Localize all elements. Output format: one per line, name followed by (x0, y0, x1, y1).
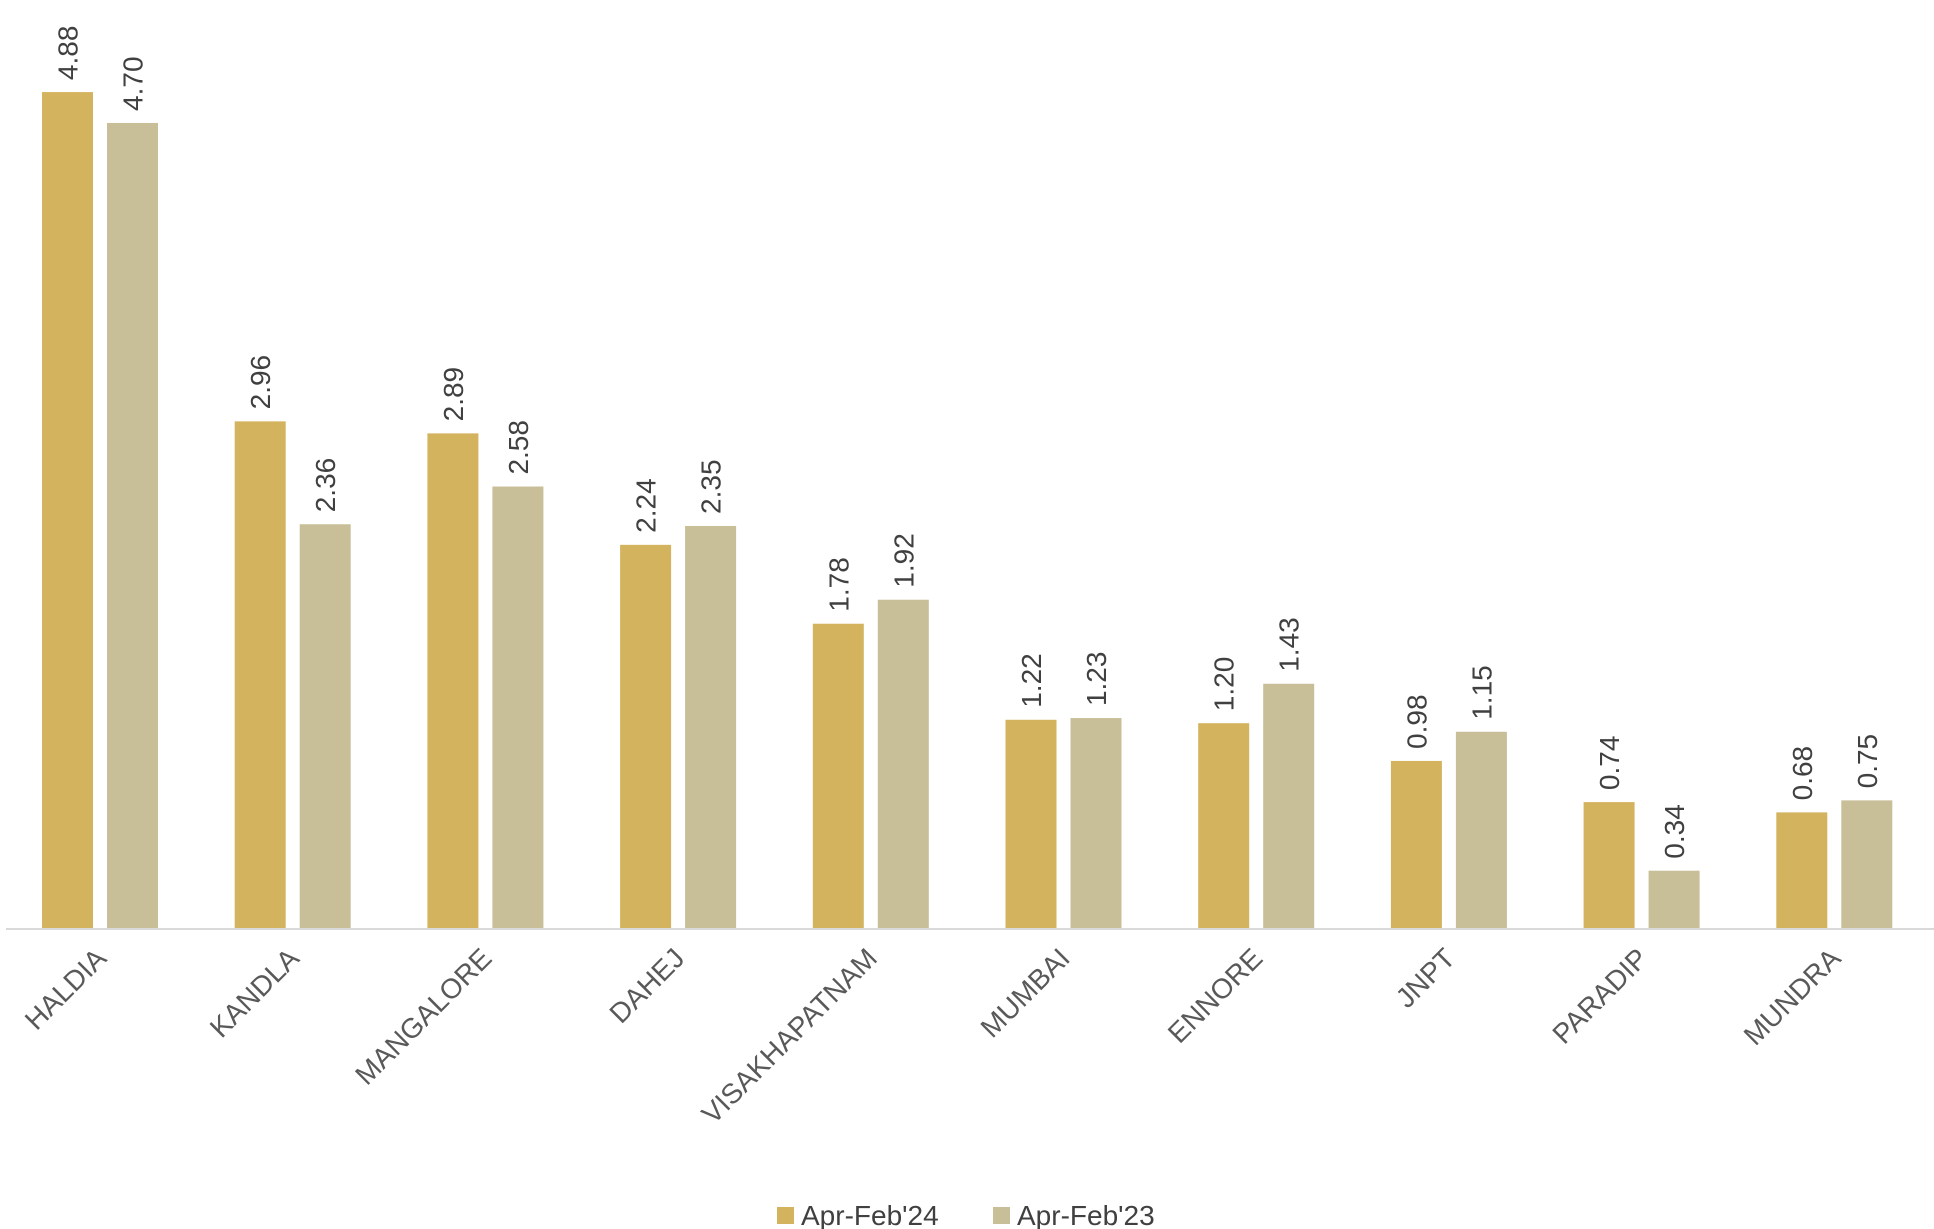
data-label-visakhapatnam-series-2: 1.92 (888, 533, 919, 588)
bar-dahej-series-1 (620, 544, 672, 929)
bar-mumbai-series-2 (1070, 718, 1122, 929)
x-tick-label-mangalore: MANGALORE (349, 942, 497, 1090)
bar-paradip-series-1 (1583, 802, 1635, 929)
data-label-mundra-series-1: 0.68 (1787, 746, 1818, 801)
bars-layer (42, 92, 1893, 929)
x-tick-label-paradip: PARADIP (1546, 942, 1653, 1049)
x-tick-label-ennore: ENNORE (1162, 942, 1269, 1049)
bar-kandla-series-2 (299, 524, 351, 929)
data-label-ennore-series-1: 1.20 (1209, 657, 1240, 712)
data-label-paradip-series-1: 0.74 (1594, 736, 1625, 791)
x-tick-label-kandla: KANDLA (204, 942, 305, 1043)
data-label-paradip-series-2: 0.34 (1659, 804, 1690, 859)
data-label-jnpt-series-2: 1.15 (1466, 665, 1497, 720)
data-label-mangalore-series-2: 2.58 (503, 420, 534, 475)
data-label-visakhapatnam-series-1: 1.78 (823, 557, 854, 612)
x-tick-label-visakhapatnam: VISAKHAPATNAM (696, 942, 883, 1129)
x-tick-label-mumbai: MUMBAI (975, 942, 1076, 1043)
data-label-dahej-series-1: 2.24 (631, 478, 662, 533)
legend-swatch-series-1 (777, 1207, 794, 1224)
data-label-ennore-series-2: 1.43 (1274, 617, 1305, 672)
data-label-kandla-series-1: 2.96 (245, 355, 276, 410)
bar-jnpt-series-1 (1390, 760, 1442, 929)
data-label-mangalore-series-1: 2.89 (438, 367, 469, 422)
bar-mundra-series-2 (1841, 800, 1893, 929)
legend-label-series-2: Apr-Feb'23 (1017, 1200, 1155, 1229)
category-labels-layer: HALDIA KANDLA MANGALORE DAHEJ VISAKHAPATNAM M… (19, 942, 1847, 1130)
legend-label-series-1: Apr-Feb'24 (801, 1200, 939, 1229)
bar-paradip-series-2 (1648, 870, 1700, 929)
data-label-jnpt-series-1: 0.98 (1401, 694, 1432, 749)
x-tick-label-mundra: MUNDRA (1738, 942, 1847, 1051)
legend-swatch-series-2 (993, 1207, 1010, 1224)
data-label-mundra-series-2: 0.75 (1852, 734, 1883, 789)
bar-kandla-series-1 (234, 421, 286, 929)
bar-haldia-series-2 (107, 122, 158, 929)
bar-dahej-series-2 (685, 525, 737, 929)
data-label-mumbai-series-1: 1.22 (1016, 653, 1047, 708)
bar-visakhapatnam-series-2 (877, 599, 929, 929)
bar-ennore-series-2 (1263, 683, 1315, 929)
bar-jnpt-series-2 (1455, 731, 1507, 929)
data-label-haldia-series-2: 4.70 (118, 56, 149, 111)
data-label-dahej-series-2: 2.35 (696, 459, 727, 514)
value-labels-layer: 4.88 4.70 2.96 2.36 2.89 2.58 2.24 2.35 1.78 1.92… (53, 26, 1883, 859)
bar-visakhapatnam-series-1 (812, 623, 864, 929)
data-label-kandla-series-2: 2.36 (310, 458, 341, 513)
x-tick-label-dahej: DAHEJ (604, 942, 691, 1029)
bar-mumbai-series-1 (1005, 719, 1057, 929)
bar-mundra-series-1 (1776, 812, 1828, 929)
x-tick-label-jnpt: JNPT (1390, 942, 1461, 1013)
data-label-haldia-series-1: 4.88 (53, 26, 84, 81)
data-label-mumbai-series-2: 1.23 (1081, 652, 1112, 707)
x-tick-label-haldia: HALDIA (19, 942, 113, 1036)
bar-ennore-series-1 (1198, 723, 1250, 929)
bar-mangalore-series-1 (427, 433, 479, 929)
legend: Apr-Feb'24 Apr-Feb'23 (777, 1200, 1155, 1229)
bar-mangalore-series-2 (492, 486, 544, 929)
bar-haldia-series-1 (42, 92, 93, 929)
